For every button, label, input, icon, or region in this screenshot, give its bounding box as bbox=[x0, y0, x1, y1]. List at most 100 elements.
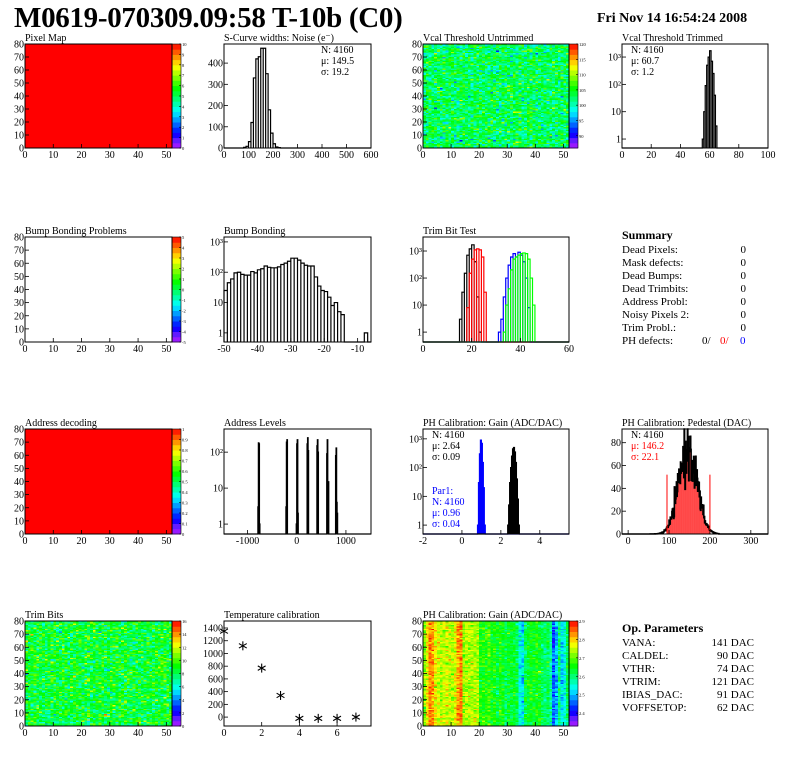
y-tick-label: 200 bbox=[208, 700, 223, 711]
colorbar-band bbox=[172, 621, 181, 627]
pedestal-fill-bin bbox=[698, 482, 700, 534]
x-tick-label: 6 bbox=[335, 728, 340, 739]
pedestal-fill-bin bbox=[667, 525, 669, 534]
histogram-series-0 bbox=[224, 437, 371, 535]
y-tick-label: 20 bbox=[14, 118, 24, 129]
heatmap-canvas bbox=[25, 237, 172, 342]
pedestal-fill-bin bbox=[668, 525, 669, 534]
stats-text: μ: 2.64 bbox=[432, 441, 460, 452]
x-tick-label: 40 bbox=[530, 150, 540, 161]
colorbar-tick-label: 16 bbox=[182, 619, 187, 624]
x-tick-label: 0 bbox=[23, 536, 28, 547]
pedestal-fill-bin bbox=[705, 523, 707, 534]
colorbar-tick-label: 5 bbox=[182, 235, 185, 240]
x-tick-label: 20 bbox=[77, 344, 87, 355]
colorbar-band bbox=[172, 284, 181, 290]
x-tick-label: 0 bbox=[620, 150, 625, 161]
y-tick-label: 400 bbox=[208, 687, 223, 698]
colorbar-band bbox=[172, 132, 181, 139]
chart-title: Bump Bonding Problems bbox=[25, 226, 127, 237]
pedestal-fill-bin bbox=[692, 466, 694, 534]
heatmap-canvas bbox=[25, 44, 172, 148]
colorbar-band bbox=[172, 300, 181, 306]
y-tick-label: 100 bbox=[208, 122, 223, 133]
y-tick-label: 40 bbox=[14, 285, 24, 296]
y-tick-label: 10 bbox=[412, 131, 422, 142]
pedestal-fill-bin bbox=[706, 524, 708, 534]
colorbar-tick-label: 10 bbox=[182, 658, 187, 663]
y-tick-label: 10³ bbox=[210, 237, 223, 248]
y-tick-label: 10² bbox=[409, 463, 422, 474]
y-tick-label: 20 bbox=[14, 503, 24, 514]
x-tick-label: 50 bbox=[161, 150, 171, 161]
colorbar-band bbox=[569, 49, 578, 55]
chart-title: PH Calibration: Gain (ADC/DAC) bbox=[423, 610, 562, 621]
x-tick-label: 10 bbox=[48, 344, 58, 355]
colorbar-band bbox=[172, 59, 181, 66]
colorbar-tick-label: -4 bbox=[182, 330, 186, 335]
colorbar-tick-label: 1 bbox=[182, 277, 184, 282]
pedestal-fill-bin bbox=[683, 477, 685, 534]
colorbar-tick-label: 1 bbox=[182, 427, 184, 432]
colorbar-band bbox=[569, 106, 578, 113]
chart-1: S-Curve widths: Noise (e⁻) 0 100 200 300 400 5… bbox=[208, 33, 379, 161]
x-tick-label: 20 bbox=[77, 728, 87, 739]
colorbar-band bbox=[172, 492, 181, 498]
y-tick-label: 10³ bbox=[409, 247, 422, 258]
colorbar-band bbox=[172, 137, 181, 144]
y-tick-label: 70 bbox=[14, 246, 24, 257]
x-tick-label: 20 bbox=[77, 150, 87, 161]
data-point bbox=[276, 690, 285, 700]
y-tick-label: 20 bbox=[611, 507, 621, 518]
pedestal-fill-bin bbox=[674, 501, 676, 534]
colorbar-band bbox=[172, 321, 181, 327]
pedestal-fill-bin bbox=[696, 485, 697, 534]
y-tick-label: 10 bbox=[412, 708, 422, 719]
colorbar-band bbox=[172, 263, 181, 269]
pedestal-fill-bin bbox=[691, 468, 693, 534]
summary-value: 0 bbox=[740, 283, 747, 295]
pedestal-fill-bin bbox=[671, 518, 672, 534]
x-tick-label: 100 bbox=[241, 150, 256, 161]
colorbar-tick-label: 0 bbox=[182, 146, 185, 151]
colorbar-tick-label: -5 bbox=[182, 340, 186, 345]
colorbar-tick-label: 8 bbox=[182, 672, 185, 677]
x-tick-label: 40 bbox=[133, 150, 143, 161]
stats-text: σ: 0.09 bbox=[432, 452, 460, 463]
colorbar-tick-label: 0.8 bbox=[182, 448, 188, 453]
histogram-series-0 bbox=[224, 47, 371, 149]
pedestal-fill-bin bbox=[685, 459, 687, 534]
chart-title: Address Levels bbox=[224, 418, 286, 429]
y-tick-label: 30 bbox=[14, 298, 24, 309]
summary-panel: Summary Dead Pixels: 0 Mask defects: 0 Dead … bbox=[622, 229, 746, 348]
x-tick-label: 50 bbox=[558, 728, 568, 739]
colorbar-tick-label: -1 bbox=[182, 298, 186, 303]
y-tick-label: 70 bbox=[412, 630, 422, 641]
colorbar-band bbox=[172, 54, 181, 61]
data-point bbox=[295, 713, 304, 723]
x-tick-label: 0 bbox=[294, 536, 299, 547]
pedestal-fill-bin bbox=[692, 481, 694, 534]
colorbar-tick-label: 90 bbox=[579, 134, 584, 139]
op-param-row: VANA: 141 DAC bbox=[622, 637, 754, 650]
x-tick-label: 40 bbox=[133, 536, 143, 547]
pedestal-fill-bin bbox=[705, 520, 706, 534]
stats-text: N: 4160 bbox=[631, 45, 664, 56]
pedestal-fill-bin bbox=[678, 482, 680, 534]
x-tick-label: -30 bbox=[284, 344, 297, 355]
y-tick-label: 20 bbox=[14, 695, 24, 706]
colorbar-band bbox=[569, 657, 578, 664]
pedestal-fill-bin bbox=[669, 520, 670, 534]
y-tick-label: 1 bbox=[218, 328, 223, 339]
pedestal-fill-bin bbox=[689, 447, 690, 534]
pedestal-fill-bin bbox=[673, 508, 674, 534]
x-tick-label: 300 bbox=[743, 536, 758, 547]
y-tick-label: 30 bbox=[14, 490, 24, 501]
summary-row: Mask defects: 0 bbox=[622, 257, 746, 270]
y-tick-label: 20 bbox=[14, 311, 24, 322]
colorbar-tick-label: 0.3 bbox=[182, 501, 188, 506]
x-tick-label: 0 bbox=[222, 728, 227, 739]
y-tick-label: 1 bbox=[218, 520, 223, 531]
stats-text: μ: 60.7 bbox=[631, 56, 659, 67]
colorbar-band bbox=[569, 127, 578, 133]
